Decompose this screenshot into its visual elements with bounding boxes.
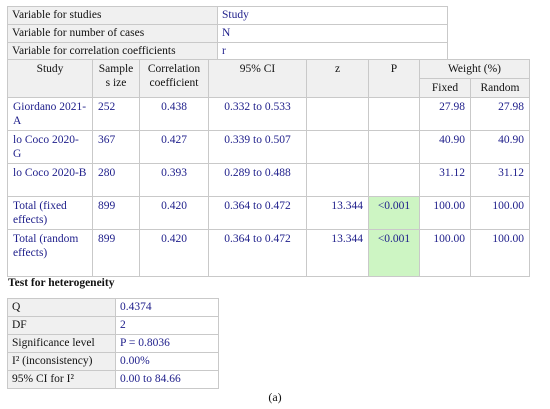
z-value: [306, 163, 369, 197]
random-weight-value: 100.00: [470, 229, 530, 277]
z-value: [306, 97, 369, 131]
random-weight-value: 31.12: [470, 163, 530, 197]
p-value: <0.001: [368, 196, 420, 230]
variable-definitions-table: Variable for studies Study Variable for …: [7, 6, 448, 61]
heterogeneity-row: DF 2: [7, 316, 219, 335]
study-name: Total (fixed effects): [7, 196, 93, 230]
heterogeneity-row: Q 0.4374: [7, 298, 219, 317]
sample-size-value: 899: [92, 229, 140, 277]
header-study: Study: [7, 59, 93, 98]
z-value: [306, 130, 369, 164]
sample-size-value: 252: [92, 97, 140, 131]
header-weight: Weight (%): [419, 59, 530, 79]
variable-label: Variable for number of cases: [7, 24, 218, 43]
z-value: 13.344: [306, 196, 369, 230]
table-row: Total (random effects) 899 0.420 0.364 t…: [7, 229, 530, 277]
heterogeneity-value: 0.00%: [115, 352, 219, 371]
study-name: Total (random effects): [7, 229, 93, 277]
table-row: lo Coco 2020-B 280 0.393 0.289 to 0.488 …: [7, 163, 530, 197]
study-name: lo Coco 2020-B: [7, 163, 93, 197]
p-value: [368, 163, 420, 197]
ci-value: 0.332 to 0.533: [208, 97, 307, 131]
heterogeneity-row: Significance level P = 0.8036: [7, 334, 219, 353]
heterogeneity-value: 0.4374: [115, 298, 219, 317]
header-row: Study Sample s ize Correlation coefficie…: [7, 59, 530, 98]
variable-row: Variable for studies Study: [7, 6, 448, 25]
heterogeneity-value: 2: [115, 316, 219, 335]
heterogeneity-label: DF: [7, 316, 116, 335]
ci-value: 0.364 to 0.472: [208, 229, 307, 277]
ci-value: 0.339 to 0.507: [208, 130, 307, 164]
fixed-weight-value: 31.12: [419, 163, 471, 197]
header-z: z: [306, 59, 369, 98]
heterogeneity-label: Q: [7, 298, 116, 317]
fixed-weight-value: 27.98: [419, 97, 471, 131]
sample-size-value: 367: [92, 130, 140, 164]
heterogeneity-value: 0.00 to 84.66: [115, 370, 219, 389]
header-p: P: [368, 59, 420, 98]
table-row: Giordano 2021-A 252 0.438 0.332 to 0.533…: [7, 97, 530, 131]
meta-analysis-table: Study Sample s ize Correlation coefficie…: [7, 59, 530, 277]
heterogeneity-label: I² (inconsistency): [7, 352, 116, 371]
header-fixed: Fixed: [419, 78, 471, 98]
variable-label: Variable for studies: [7, 6, 218, 25]
fixed-weight-value: 100.00: [419, 229, 471, 277]
heterogeneity-row: I² (inconsistency) 0.00%: [7, 352, 219, 371]
sample-size-value: 899: [92, 196, 140, 230]
heterogeneity-row: 95% CI for I² 0.00 to 84.66: [7, 370, 219, 389]
correlation-value: 0.420: [139, 196, 209, 230]
variable-value: N: [217, 24, 448, 43]
ci-value: 0.289 to 0.488: [208, 163, 307, 197]
heterogeneity-title: Test for heterogeneity: [8, 277, 115, 289]
random-weight-value: 100.00: [470, 196, 530, 230]
correlation-value: 0.438: [139, 97, 209, 131]
correlation-value: 0.420: [139, 229, 209, 277]
random-weight-value: 27.98: [470, 97, 530, 131]
variable-row: Variable for correlation coefficients r: [7, 42, 448, 61]
study-name: lo Coco 2020-G: [7, 130, 93, 164]
fixed-weight-value: 100.00: [419, 196, 471, 230]
variable-value: r: [217, 42, 448, 61]
header-correlation: Correlation coefficient: [139, 59, 209, 98]
z-value: 13.344: [306, 229, 369, 277]
sample-size-value: 280: [92, 163, 140, 197]
header-random: Random: [470, 78, 530, 98]
correlation-value: 0.427: [139, 130, 209, 164]
variable-row: Variable for number of cases N: [7, 24, 448, 43]
p-value: [368, 130, 420, 164]
variable-label: Variable for correlation coefficients: [7, 42, 218, 61]
correlation-value: 0.393: [139, 163, 209, 197]
subheader-row: Fixed Random: [8, 78, 530, 98]
header-ci: 95% CI: [208, 59, 307, 98]
random-weight-value: 40.90: [470, 130, 530, 164]
study-name: Giordano 2021-A: [7, 97, 93, 131]
heterogeneity-label: Significance level: [7, 334, 116, 353]
p-value: <0.001: [368, 229, 420, 277]
ci-value: 0.364 to 0.472: [208, 196, 307, 230]
fixed-weight-value: 40.90: [419, 130, 471, 164]
table-row: lo Coco 2020-G 367 0.427 0.339 to 0.507 …: [7, 130, 530, 164]
heterogeneity-table: Q 0.4374 DF 2 Significance level P = 0.8…: [7, 298, 219, 389]
table-row: Total (fixed effects) 899 0.420 0.364 to…: [7, 196, 530, 230]
variable-value: Study: [217, 6, 448, 25]
heterogeneity-value: P = 0.8036: [115, 334, 219, 353]
figure-caption: (a): [268, 390, 282, 404]
heterogeneity-label: 95% CI for I²: [7, 370, 116, 389]
p-value: [368, 97, 420, 131]
header-sample-size: Sample s ize: [92, 59, 140, 98]
